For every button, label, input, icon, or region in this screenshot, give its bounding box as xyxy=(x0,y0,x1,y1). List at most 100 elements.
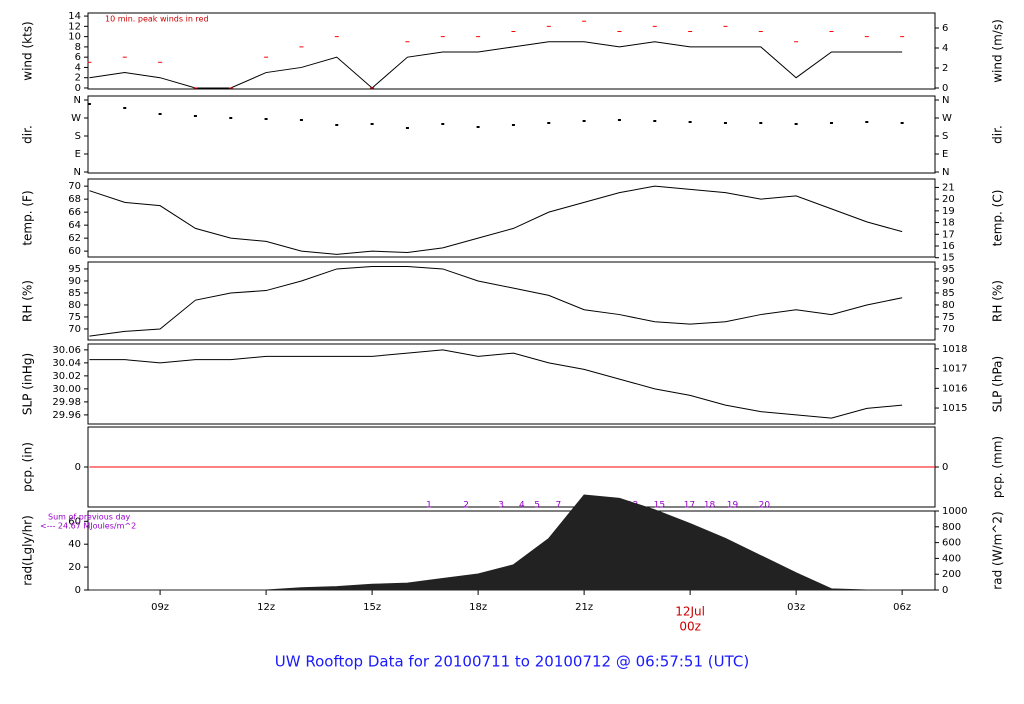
y-tick-label: 14 xyxy=(68,11,81,22)
y2-tick-label: 1015 xyxy=(942,403,967,414)
y-axis-label: RH (%) xyxy=(21,280,35,322)
y-axis-label: rad(Lgly/hr) xyxy=(21,515,35,586)
y-tick-label: 64 xyxy=(68,220,81,231)
hour-marker: 4 xyxy=(519,501,525,511)
y-tick-label: 12 xyxy=(68,21,81,32)
point xyxy=(582,120,586,122)
hour-marker: 18 xyxy=(704,501,716,511)
line xyxy=(89,266,903,337)
y-tick-label: 30.04 xyxy=(52,358,81,369)
x-tick-label: 21z xyxy=(575,602,593,613)
y-tick-label: E xyxy=(75,149,81,160)
y-axis-label: wind (kts) xyxy=(21,21,35,80)
y2-tick-label: 0 xyxy=(942,585,948,596)
hour-marker: 1 xyxy=(426,501,432,511)
y2-tick-label: S xyxy=(942,131,948,142)
area xyxy=(89,494,903,591)
line xyxy=(89,41,903,89)
y-tick-label: 60 xyxy=(68,516,81,527)
y2-tick-label: 95 xyxy=(942,264,955,275)
point xyxy=(829,122,833,124)
point xyxy=(123,107,127,109)
y-tick-label: 30.02 xyxy=(52,371,81,382)
y-tick-label: 80 xyxy=(68,300,81,311)
y-tick-label: 60 xyxy=(68,246,81,257)
y2-tick-label: 0 xyxy=(942,462,948,473)
y2-tick-label: 80 xyxy=(942,300,955,311)
point xyxy=(865,121,869,123)
panel-frame xyxy=(87,178,936,258)
panel-frame xyxy=(87,95,936,174)
y2-axis-label: rad (W/m^2) xyxy=(991,511,1005,589)
panel-frame xyxy=(87,12,936,90)
y2-tick-label: 20 xyxy=(942,194,955,205)
x-tick-label: 18z xyxy=(469,602,487,613)
line xyxy=(89,185,903,255)
y-axis-label: SLP (inHg) xyxy=(21,353,35,415)
y-tick-label: 85 xyxy=(68,288,81,299)
hour-marker: 19 xyxy=(727,501,739,511)
y2-tick-label: 200 xyxy=(942,569,961,580)
y2-axis-label: SLP (hPa) xyxy=(991,356,1005,412)
hour-marker: 17 xyxy=(684,501,695,511)
hour-marker: 5 xyxy=(534,501,540,511)
y2-tick-label: 17 xyxy=(942,229,955,240)
y2-tick-label: 21 xyxy=(942,182,955,193)
point xyxy=(617,119,621,121)
y2-tick-label: 1018 xyxy=(942,344,967,355)
point xyxy=(299,119,303,121)
x-tick-label: 12z xyxy=(257,602,275,613)
y2-tick-label: W xyxy=(942,113,952,124)
y2-tick-label: 1017 xyxy=(942,364,967,375)
y2-tick-label: E xyxy=(942,149,948,160)
y2-tick-label: 0 xyxy=(942,83,948,94)
date-label: 12Jul xyxy=(675,605,705,619)
y-tick-label: N xyxy=(74,167,81,178)
x-tick-label: 00z xyxy=(679,620,701,634)
y-tick-label: 70 xyxy=(68,324,81,335)
y-tick-label: 0 xyxy=(75,462,81,473)
y2-tick-label: 400 xyxy=(942,553,961,564)
y2-axis-label: RH (%) xyxy=(991,280,1005,322)
y-tick-label: 90 xyxy=(68,276,81,287)
y2-tick-label: 4 xyxy=(942,43,948,54)
point xyxy=(193,115,197,117)
y2-tick-label: 18 xyxy=(942,218,955,229)
y2-axis-label: dir. xyxy=(991,125,1005,144)
annotation: 10 min. peak winds in red xyxy=(105,15,209,24)
y2-axis-label: temp. (C) xyxy=(991,190,1005,247)
y2-tick-label: 1016 xyxy=(942,383,967,394)
y-tick-label: 20 xyxy=(68,562,81,573)
y2-tick-label: 15 xyxy=(942,253,955,264)
x-tick-label: 15z xyxy=(363,602,381,613)
point xyxy=(264,118,268,120)
point xyxy=(511,124,515,126)
point xyxy=(759,122,763,124)
point xyxy=(441,123,445,125)
y2-axis-label: pcp. (mm) xyxy=(991,436,1005,498)
y-tick-label: 2 xyxy=(75,73,81,84)
x-tick-label: 06z xyxy=(893,602,911,613)
y2-tick-label: 19 xyxy=(942,206,955,217)
y-tick-label: 6 xyxy=(75,52,81,63)
y2-tick-label: N xyxy=(942,95,949,106)
hour-marker: 7 xyxy=(555,501,561,511)
y-tick-label: W xyxy=(71,113,81,124)
y-tick-label: 4 xyxy=(75,62,81,73)
y-tick-label: 8 xyxy=(75,42,81,53)
y2-tick-label: 1000 xyxy=(942,506,967,517)
hour-marker: 3 xyxy=(498,501,504,511)
y2-tick-label: 75 xyxy=(942,312,955,323)
y-axis-label: temp. (F) xyxy=(21,190,35,245)
y2-tick-label: 600 xyxy=(942,538,961,549)
y2-tick-label: 2 xyxy=(942,63,948,74)
panel-frame xyxy=(87,261,936,341)
point xyxy=(900,122,904,124)
y2-tick-label: 800 xyxy=(942,522,961,533)
hour-marker: 15 xyxy=(654,501,665,511)
panel-frame xyxy=(87,343,936,425)
annotation: <--- 24.67 MJoules/m^2 xyxy=(40,522,136,531)
y-tick-label: 70 xyxy=(68,181,81,192)
y-tick-label: S xyxy=(75,131,81,142)
